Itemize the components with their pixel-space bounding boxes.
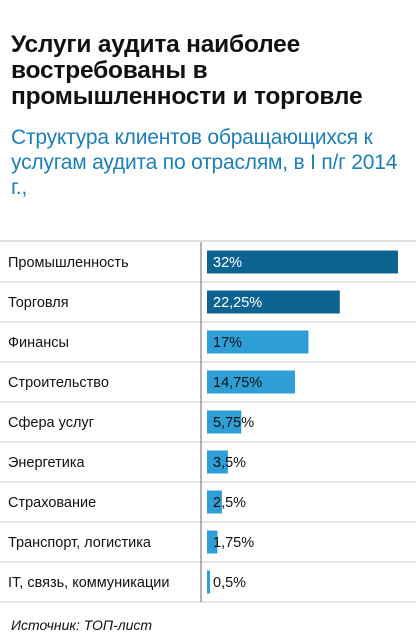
category-label: Страхование (8, 495, 96, 511)
source-note: Источник: ТОП-лист (11, 617, 153, 633)
data-label: 3,5% (213, 455, 246, 471)
category-label: Промышленность (8, 255, 129, 271)
bar (207, 330, 309, 354)
category-label: Торговля (8, 295, 69, 311)
bar-chart: Промышленность 32% Торговля 22,25% Финансы 17… (0, 240, 416, 603)
bar (207, 490, 222, 514)
bar (207, 290, 340, 314)
category-label: Сфера услуг (8, 415, 94, 431)
chart-headline: Услуги аудита наиболее востребованы в пр… (11, 31, 363, 110)
data-label: 17% (213, 335, 242, 351)
data-label: 2,5% (213, 495, 246, 511)
bar (207, 530, 218, 554)
bar (207, 370, 296, 394)
chart-subtitle: Структура клиентов обращающихся к услуга… (11, 126, 398, 199)
data-label: 22,25% (213, 295, 262, 311)
category-label: Финансы (8, 335, 69, 351)
data-label: 32% (213, 255, 242, 271)
bar (207, 570, 210, 594)
data-label: 1,75% (213, 535, 254, 551)
data-label: 5,75% (213, 415, 254, 431)
data-label: 14,75% (213, 375, 262, 391)
data-label: 0,5% (213, 575, 246, 591)
bar (207, 410, 242, 434)
category-label: IT, связь, коммуникации (8, 575, 170, 591)
category-label: Строительство (8, 375, 109, 391)
category-label: Энергетика (8, 455, 86, 471)
bar (207, 250, 398, 274)
category-label: Транспорт, логистика (8, 535, 152, 551)
bar (207, 450, 228, 474)
